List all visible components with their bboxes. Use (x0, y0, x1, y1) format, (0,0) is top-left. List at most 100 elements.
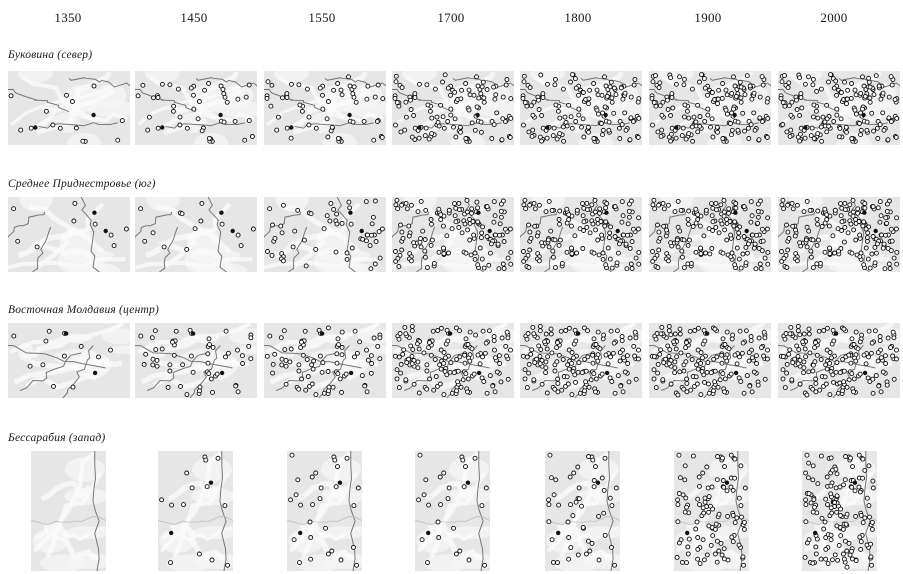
settlement-circle-icon (508, 115, 514, 121)
settlement-circle-icon (552, 76, 558, 82)
settlement-circle-icon (497, 232, 502, 238)
settlement-circle-icon (780, 376, 786, 382)
settlement-circle-icon (877, 338, 883, 344)
settlement-circle-icon (804, 244, 810, 250)
settlement-circle-icon (203, 457, 209, 463)
settlement-circle-icon (170, 108, 176, 114)
settlement-circle-icon (883, 215, 889, 221)
settlement-circle-icon (834, 509, 840, 515)
settlement-circle-icon (797, 138, 803, 144)
settlement-circle-icon (626, 379, 632, 385)
settlement-circle-icon (565, 362, 571, 368)
settlement-circle-icon (870, 485, 876, 491)
settlement-circle-icon (702, 118, 708, 124)
settlement-circle-icon (597, 346, 603, 352)
map-svg-east-moldavia-1900 (649, 323, 771, 398)
settlement-circle-icon (415, 209, 421, 215)
settlement-circle-icon (802, 135, 808, 141)
settlement-circle-icon (505, 255, 511, 261)
settlement-circle-icon (210, 344, 216, 350)
settlement-circle-icon (698, 392, 704, 398)
settlement-circle-icon (336, 342, 341, 348)
settlement-circle-icon (569, 350, 575, 355)
settlement-circle-icon (819, 224, 825, 229)
settlement-circle-icon (349, 245, 355, 251)
settlement-circle-icon (145, 127, 151, 133)
settlement-circle-icon (581, 325, 587, 331)
settlement-circle-icon (553, 102, 559, 108)
settlement-circle-icon (684, 504, 689, 510)
settlement-circle-icon (525, 331, 531, 336)
settlement-circle-icon (837, 380, 843, 386)
settlement-circle-icon (858, 127, 864, 133)
settlement-circle-icon (690, 453, 696, 459)
settlement-circle-icon (308, 556, 314, 562)
settlement-circle-icon (427, 108, 433, 114)
settlement-circle-icon (445, 496, 451, 502)
settlement-circle-icon (428, 352, 434, 358)
settlement-circle-icon (840, 356, 846, 362)
river-line (464, 197, 484, 272)
settlement-circle-icon (765, 115, 771, 121)
settlement-circle-icon (681, 76, 687, 82)
town-dot-icon (603, 112, 608, 118)
settlement-circle-icon (851, 389, 856, 395)
settlement-circle-icon (631, 343, 637, 349)
settlement-circle-icon (697, 561, 703, 567)
settlement-circle-icon (371, 137, 377, 143)
settlement-circle-icon (696, 474, 702, 480)
valley-line (533, 75, 610, 124)
settlement-circle-icon (613, 92, 619, 98)
settlement-circle-icon (111, 243, 117, 249)
settlement-circle-icon (803, 470, 809, 476)
settlement-circle-icon (564, 220, 570, 226)
settlement-circle-icon (710, 506, 716, 512)
valley-line (25, 372, 98, 390)
map-svg-bessarabia-1350 (31, 451, 106, 571)
settlement-circle-icon (531, 200, 537, 206)
town-dot-icon (862, 210, 867, 215)
settlement-circle-icon (274, 127, 280, 133)
settlement-circle-icon (477, 361, 483, 367)
settlement-circle-icon (573, 379, 578, 385)
settlement-circle-icon (481, 265, 487, 271)
map-panel-bessarabia-1900 (674, 451, 749, 571)
settlement-circle-icon (658, 331, 664, 337)
settlement-circle-icon (789, 99, 795, 105)
settlement-circle-icon (864, 495, 870, 501)
settlement-circle-icon (311, 358, 317, 364)
valley-line (301, 451, 352, 559)
settlement-circle-icon (542, 339, 548, 345)
settlement-circle-icon (191, 106, 197, 112)
settlement-circle-icon (874, 241, 880, 247)
settlement-circle-icon (565, 381, 571, 387)
settlement-circle-icon (626, 208, 632, 214)
settlement-circle-icon (444, 372, 450, 378)
settlement-circle-icon (268, 103, 274, 109)
settlement-circle-icon (377, 356, 383, 362)
settlement-circle-icon (681, 114, 687, 120)
settlement-circle-icon (619, 122, 625, 128)
settlement-circle-icon (804, 392, 810, 398)
settlement-circle-icon (550, 133, 556, 139)
settlement-circle-icon (719, 552, 725, 558)
settlement-circle-icon (686, 536, 692, 542)
settlement-circle-icon (815, 208, 821, 214)
settlement-circle-icon (154, 357, 160, 363)
settlement-circle-icon (635, 356, 641, 362)
settlement-circle-icon (803, 354, 809, 360)
settlement-circle-icon (408, 343, 414, 349)
settlement-circle-icon (833, 485, 839, 491)
valley-line (8, 257, 126, 270)
settlement-circle-icon (733, 93, 739, 99)
map-panel-east-moldavia-1550 (264, 323, 386, 398)
settlement-circle-icon (843, 124, 849, 130)
settlement-circle-icon (458, 384, 464, 390)
settlement-circle-icon (818, 556, 824, 562)
settlement-circle-icon (784, 222, 789, 228)
town-dot-icon (604, 210, 609, 215)
settlement-circle-icon (474, 104, 480, 110)
settlement-circle-icon (719, 360, 725, 366)
settlement-circle-icon (204, 484, 210, 490)
settlement-circle-icon (477, 245, 483, 251)
